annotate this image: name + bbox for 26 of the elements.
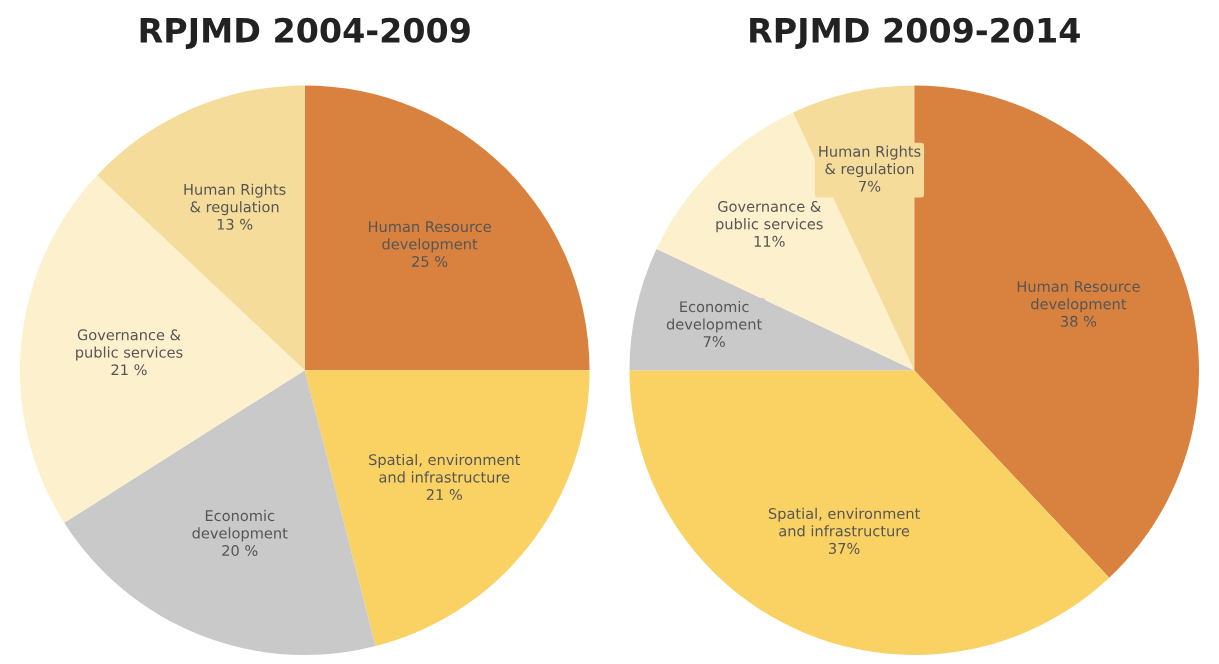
slice-label: Economic development bbox=[192, 509, 288, 542]
slice-label: Governance & public services bbox=[76, 329, 183, 361]
data-label: 11% bbox=[754, 235, 785, 247]
pie-slice bbox=[304, 85, 590, 371]
slice-label: Human Resource development bbox=[368, 221, 491, 253]
data-label: 7% bbox=[859, 180, 881, 192]
chart-title: RPJMD 2009-2014 bbox=[750, 17, 1080, 50]
slice-label: Governance & public services bbox=[716, 200, 823, 233]
data-label: 25 % bbox=[412, 255, 448, 267]
data-label: 20 % bbox=[222, 545, 258, 557]
slice-label: Human Rights & regulation bbox=[184, 183, 286, 216]
data-label: 37% bbox=[829, 542, 860, 554]
data-label: 21 % bbox=[111, 364, 147, 376]
chart-title: RPJMD 2004-2009 bbox=[140, 17, 470, 50]
slice-label: Spatial, environment and infrastructure bbox=[768, 507, 920, 537]
data-label: 7% bbox=[703, 336, 725, 348]
pie-slice bbox=[19, 175, 305, 523]
data-label: 13 % bbox=[217, 218, 253, 230]
data-label: 21 % bbox=[426, 489, 462, 501]
slice-label: Human Resource development bbox=[1017, 281, 1140, 313]
slice-label: Human Rights & regulation bbox=[819, 145, 921, 178]
pie-slice bbox=[629, 370, 1110, 655]
slice-label: Spatial, environment and infrastructure bbox=[369, 453, 521, 483]
pie-slice bbox=[304, 370, 590, 647]
data-label: 38 % bbox=[1061, 315, 1097, 327]
slice-label: Economic development bbox=[666, 300, 762, 333]
